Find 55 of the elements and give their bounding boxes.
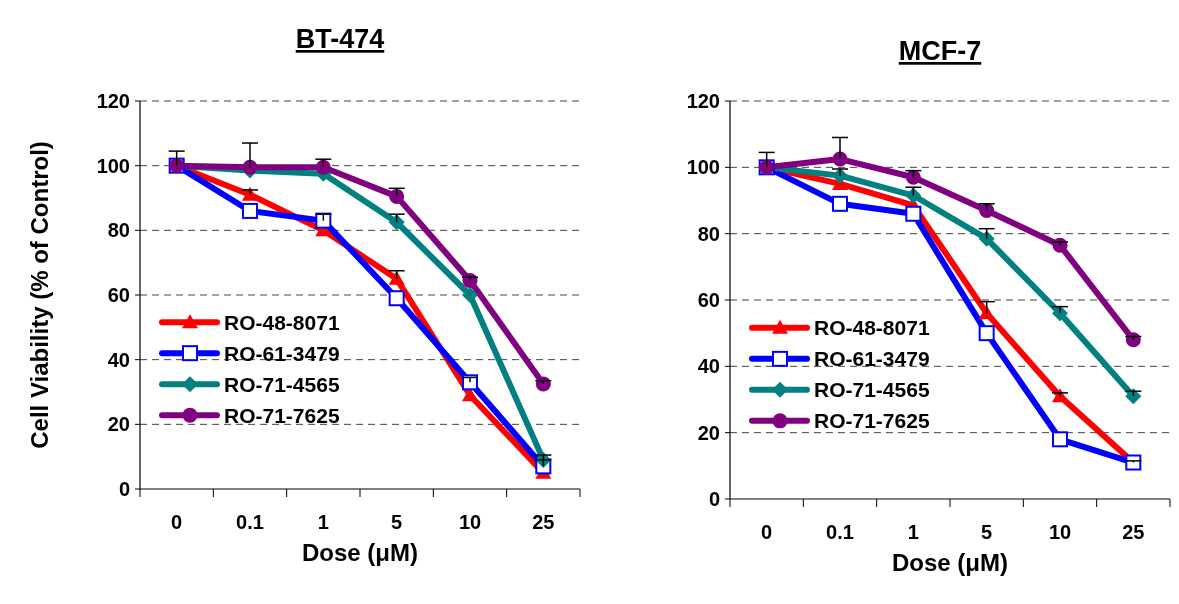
x-tick-label: 25 — [1122, 521, 1145, 543]
x-tick-label: 5 — [391, 511, 403, 533]
x-tick-label: 1 — [317, 511, 329, 533]
x-tick-label: 10 — [458, 511, 482, 533]
point — [905, 187, 922, 204]
legend-label: RO-61-3479 — [224, 341, 340, 365]
y-tick-label: 20 — [107, 413, 130, 436]
legend-label: RO-71-4565 — [224, 372, 340, 396]
point — [978, 325, 995, 342]
point — [388, 270, 405, 285]
legend-label: RO-48-8071 — [814, 316, 930, 340]
y-tick-label: 100 — [686, 156, 720, 179]
point — [315, 159, 331, 175]
x-tick-label: 5 — [981, 521, 993, 543]
point — [905, 205, 922, 222]
x-tick-label: 0 — [761, 521, 773, 543]
point — [978, 230, 995, 247]
y-tick-label: 0 — [118, 478, 130, 500]
y-tick-label: 100 — [96, 154, 130, 177]
legend-label: RO-71-4565 — [814, 378, 930, 402]
point — [535, 376, 551, 392]
chart-title: MCF-7 — [898, 36, 982, 66]
x-tick-label: 0.1 — [826, 521, 854, 543]
legend-label: RO-48-8071 — [224, 310, 340, 334]
point — [388, 290, 405, 307]
y-tick-label: 40 — [107, 348, 130, 371]
y-tick-label: 120 — [96, 90, 130, 112]
y-tick-label: 80 — [107, 219, 130, 242]
y-axis-title: Cell Viability (% of Control) — [26, 141, 53, 449]
y-tick-label: 120 — [686, 90, 720, 112]
y-tick-label: 40 — [697, 355, 720, 378]
point — [389, 188, 405, 204]
point — [462, 287, 478, 303]
x-tick-label: 0.1 — [236, 511, 264, 533]
x-tick-label: 10 — [1048, 521, 1072, 543]
point — [242, 202, 258, 219]
y-tick-label: 60 — [697, 289, 720, 311]
x-axis-title: Dose (μM) — [301, 539, 419, 566]
legend-label: RO-71-7625 — [814, 409, 930, 433]
point — [832, 195, 848, 212]
y-tick-label: 0 — [708, 488, 720, 510]
point — [388, 214, 405, 231]
point — [1125, 332, 1141, 348]
point — [1052, 431, 1068, 448]
legend-label: RO-61-3479 — [814, 347, 930, 371]
y-tick-label: 60 — [107, 284, 130, 306]
x-tick-label: 0 — [171, 511, 183, 533]
chart-title: BT-474 — [295, 24, 385, 54]
point — [905, 169, 921, 185]
x-tick-label: 25 — [532, 511, 555, 533]
y-tick-label: 20 — [697, 421, 720, 444]
y-tick-label: 80 — [697, 222, 720, 245]
x-tick-label: 1 — [907, 521, 919, 543]
x-axis-title: Dose (μM) — [891, 549, 1009, 576]
legend-label: RO-71-7625 — [224, 403, 340, 427]
